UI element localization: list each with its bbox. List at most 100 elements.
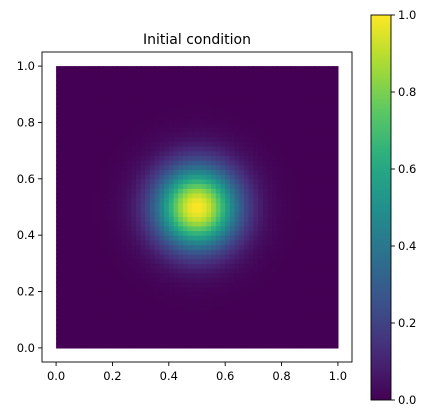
heatmap-cell: [140, 310, 146, 316]
heatmap-cell: [131, 113, 137, 119]
heatmap-cell: [79, 305, 85, 311]
heatmap-cell: [88, 131, 95, 138]
heatmap-cell: [295, 94, 301, 100]
heatmap-cell: [272, 249, 278, 255]
heatmap-cell: [74, 94, 81, 100]
heatmap-cell: [121, 89, 128, 95]
heatmap-cell: [187, 75, 193, 81]
heatmap-cell: [182, 296, 189, 302]
heatmap-cell: [267, 211, 273, 217]
y-tick-label: 0.0: [17, 341, 35, 355]
heatmap-cell: [150, 221, 156, 227]
heatmap-cell: [276, 249, 283, 255]
heatmap-cell: [150, 310, 156, 316]
heatmap-cell: [197, 113, 203, 119]
heatmap-cell: [272, 94, 278, 100]
heatmap-cell: [112, 136, 118, 142]
heatmap-cell: [192, 239, 198, 246]
heatmap-cell: [197, 286, 203, 293]
heatmap-cell: [93, 108, 99, 114]
heatmap-cell: [60, 305, 67, 311]
heatmap-cell: [286, 70, 292, 77]
heatmap-cell: [225, 75, 231, 81]
heatmap-cell: [225, 263, 231, 269]
heatmap-cell: [220, 150, 226, 156]
heatmap-cell: [93, 324, 99, 330]
heatmap-cell: [211, 89, 217, 95]
heatmap-cell: [140, 277, 146, 283]
heatmap-cell: [248, 169, 254, 175]
heatmap-cell: [70, 183, 76, 189]
heatmap-cell: [300, 235, 306, 241]
heatmap-cell: [70, 164, 76, 171]
heatmap-cell: [243, 136, 250, 142]
heatmap-cell: [206, 324, 212, 330]
heatmap-cell: [211, 207, 217, 213]
heatmap-cell: [314, 188, 320, 194]
heatmap-cell: [182, 230, 189, 236]
heatmap-cell: [281, 305, 287, 311]
heatmap-cell: [112, 221, 118, 227]
heatmap-cell: [225, 296, 231, 302]
heatmap-cell: [248, 66, 254, 72]
heatmap-cell: [286, 183, 292, 189]
heatmap-cell: [65, 127, 71, 133]
heatmap-cell: [290, 202, 297, 208]
heatmap-cell: [206, 343, 212, 349]
heatmap-cell: [215, 197, 222, 203]
heatmap-cell: [243, 239, 250, 246]
heatmap-cell: [248, 300, 254, 307]
heatmap-cell: [300, 282, 306, 288]
heatmap-cell: [56, 263, 62, 269]
heatmap-cell: [131, 319, 137, 326]
heatmap-cell: [243, 225, 250, 232]
heatmap-cell: [248, 225, 254, 232]
heatmap-cell: [215, 286, 222, 293]
heatmap-cell: [295, 131, 301, 138]
heatmap-cell: [70, 117, 76, 124]
heatmap-cell: [239, 131, 245, 138]
heatmap-cell: [103, 296, 109, 302]
heatmap-cell: [107, 300, 114, 307]
heatmap-cell: [262, 263, 269, 269]
heatmap-cell: [187, 268, 193, 274]
heatmap-cell: [131, 169, 137, 175]
heatmap-cell: [229, 188, 236, 194]
heatmap-cell: [150, 136, 156, 142]
heatmap-cell: [154, 80, 161, 86]
heatmap-cell: [201, 300, 207, 307]
heatmap-cell: [309, 211, 316, 217]
heatmap-cell: [333, 183, 339, 189]
heatmap-cell: [60, 183, 67, 189]
heatmap-cell: [140, 329, 146, 335]
heatmap-cell: [309, 207, 316, 213]
heatmap-cell: [192, 249, 198, 255]
heatmap-cell: [65, 216, 71, 222]
heatmap-cell: [126, 225, 132, 232]
heatmap-cell: [239, 75, 245, 81]
heatmap-cell: [225, 338, 231, 344]
heatmap-cell: [74, 169, 81, 175]
heatmap-cell: [93, 216, 99, 222]
heatmap-cell: [243, 70, 250, 77]
heatmap-cell: [117, 108, 123, 114]
heatmap-cell: [173, 230, 179, 236]
heatmap-cell: [84, 136, 90, 142]
heatmap-cell: [234, 192, 240, 199]
heatmap-cell: [201, 127, 207, 133]
heatmap-cell: [225, 136, 231, 142]
heatmap-cell: [300, 268, 306, 274]
heatmap-cell: [225, 207, 231, 213]
heatmap-cell: [333, 333, 339, 340]
heatmap-cell: [215, 127, 222, 133]
heatmap-cell: [79, 75, 85, 81]
heatmap-cell: [131, 122, 137, 128]
heatmap-cell: [258, 113, 264, 119]
heatmap-cell: [333, 89, 339, 95]
heatmap-cell: [281, 122, 287, 128]
heatmap-cell: [93, 268, 99, 274]
heatmap-cell: [286, 98, 292, 105]
heatmap-cell: [164, 258, 170, 264]
heatmap-cell: [103, 291, 109, 297]
heatmap-cell: [168, 319, 175, 326]
